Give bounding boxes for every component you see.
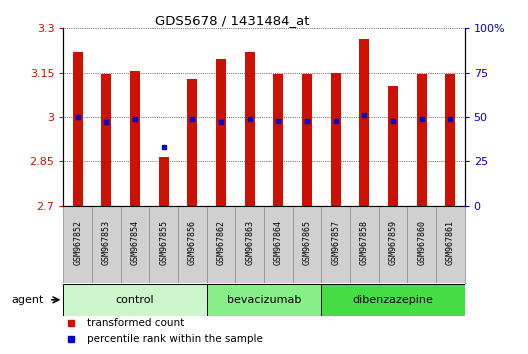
Text: GSM967852: GSM967852: [73, 220, 82, 266]
Bar: [322, 284, 465, 316]
Bar: [216, 59, 226, 206]
Text: GSM967856: GSM967856: [188, 220, 197, 266]
Bar: [331, 73, 341, 206]
Text: GSM967855: GSM967855: [159, 220, 168, 266]
Text: control: control: [116, 295, 154, 305]
Bar: [388, 86, 398, 206]
Bar: [379, 206, 407, 283]
Bar: [158, 157, 169, 206]
Text: GSM967859: GSM967859: [389, 220, 398, 266]
Text: GSM967861: GSM967861: [446, 220, 455, 266]
Text: bevacizumab: bevacizumab: [227, 295, 301, 305]
Bar: [206, 206, 235, 283]
Text: GSM967865: GSM967865: [303, 220, 312, 266]
Bar: [293, 206, 322, 283]
Text: GSM967860: GSM967860: [417, 220, 426, 266]
Bar: [244, 52, 254, 206]
Text: transformed count: transformed count: [88, 318, 185, 327]
Bar: [445, 74, 455, 206]
Bar: [92, 206, 121, 283]
Text: GSM967862: GSM967862: [216, 220, 225, 266]
Bar: [322, 206, 350, 283]
Bar: [101, 74, 111, 206]
Title: GDS5678 / 1431484_at: GDS5678 / 1431484_at: [155, 14, 309, 27]
Bar: [121, 206, 149, 283]
Bar: [417, 74, 427, 206]
Bar: [63, 206, 92, 283]
Bar: [63, 284, 206, 316]
Text: GSM967863: GSM967863: [245, 220, 254, 266]
Text: agent: agent: [11, 295, 43, 305]
Text: GSM967854: GSM967854: [130, 220, 139, 266]
Bar: [149, 206, 178, 283]
Text: percentile rank within the sample: percentile rank within the sample: [88, 334, 263, 344]
Bar: [130, 71, 140, 206]
Bar: [359, 39, 369, 206]
Bar: [206, 284, 322, 316]
Bar: [73, 52, 83, 206]
Bar: [302, 74, 312, 206]
Bar: [264, 206, 293, 283]
Text: GSM967864: GSM967864: [274, 220, 283, 266]
Bar: [178, 206, 206, 283]
Bar: [407, 206, 436, 283]
Text: GSM967857: GSM967857: [331, 220, 340, 266]
Bar: [235, 206, 264, 283]
Text: GSM967853: GSM967853: [102, 220, 111, 266]
Bar: [350, 206, 379, 283]
Text: GSM967858: GSM967858: [360, 220, 369, 266]
Bar: [436, 206, 465, 283]
Text: dibenzazepine: dibenzazepine: [353, 295, 433, 305]
Bar: [274, 74, 284, 206]
Bar: [187, 79, 197, 206]
